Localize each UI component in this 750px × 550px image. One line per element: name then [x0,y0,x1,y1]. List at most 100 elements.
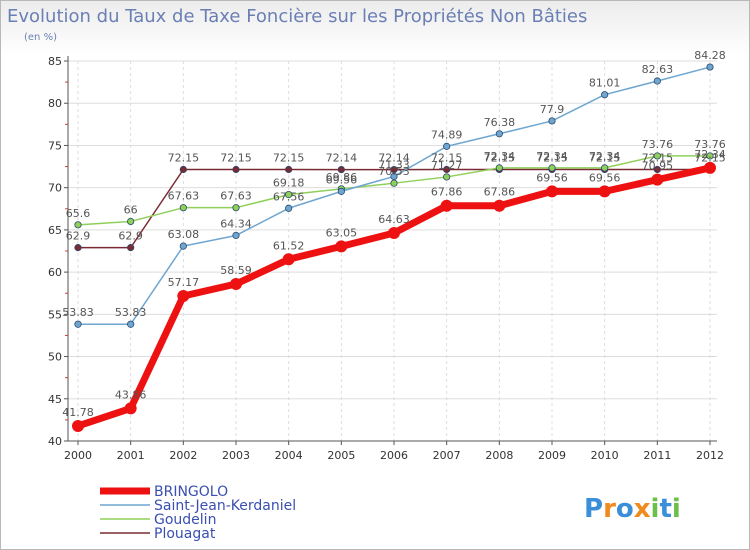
data-label: 53.83 [115,306,147,319]
x-tick-label: 2010 [591,449,619,462]
logo-letter: o [616,494,634,524]
legend-label-goudelin: Goudelin [154,512,216,528]
data-label: 77.9 [540,103,565,116]
data-label: 61.52 [273,239,305,252]
data-point-goudelin [232,204,240,212]
data-point-bringolo [177,290,190,303]
data-label: 73.76 [642,138,674,151]
data-point-plouagat [337,165,345,174]
data-point-goudelin [653,152,661,160]
data-label: 65.6 [66,207,91,220]
data-point-plouagat [653,165,661,174]
proxiti-logo: Proxiti [584,494,681,524]
data-label: 67.63 [220,190,252,203]
data-point-saint-jean-kerdaniel [390,172,398,181]
x-tick-label: 2008 [485,449,513,462]
x-tick-label: 2006 [380,449,408,462]
data-label: 62.9 [66,230,91,243]
data-point-plouagat [179,165,187,174]
data-point-saint-jean-kerdaniel [601,91,609,99]
x-tick-label: 2009 [538,449,566,462]
legend-label-bringolo: BRINGOLO [154,484,228,500]
chart-subtitle: (en %) [24,32,57,43]
data-label: 58.59 [220,264,252,277]
y-tick-label: 85 [48,55,62,68]
data-label: 71.33 [378,158,410,171]
legend-label-saint-jean-kerdaniel: Saint-Jean-Kerdaniel [154,498,296,514]
data-label: 72.14 [326,152,358,165]
logo-letter: t [659,494,671,524]
x-tick-label: 2000 [64,449,92,462]
data-point-goudelin [706,152,714,160]
data-label: 72.34 [536,150,568,163]
data-point-plouagat [127,244,135,252]
data-point-bringolo [704,161,716,174]
data-label: 53.83 [62,306,94,319]
data-label: 64.63 [378,213,410,226]
data-label: 74.89 [431,128,463,141]
data-point-saint-jean-kerdaniel [285,204,293,212]
data-label: 76.38 [484,116,516,129]
data-label: 64.34 [220,217,252,230]
grid [68,60,717,442]
data-point-plouagat [74,244,82,252]
data-label: 72.15 [168,152,200,165]
data-label: 62.9 [118,230,143,243]
data-point-goudelin [495,164,503,172]
data-label: 73.76 [694,138,726,151]
data-label: 69.56 [536,171,568,184]
axes: 40 45 50 55 60 65 70 75 80 85 2000 2001 2002 2003 2004… [48,55,724,462]
data-labels: 62.9 62.972.15 72.15 72.15 72.14 72.14 72.15 72… [62,49,726,419]
logo-letter: x [634,494,651,524]
data-point-goudelin [285,190,293,199]
data-point-bringolo [124,402,137,415]
data-point-bringolo [493,199,506,212]
data-label: 67.86 [484,186,516,199]
data-point-saint-jean-kerdaniel [495,130,503,138]
data-point-plouagat [443,165,451,174]
data-point-plouagat [232,165,240,174]
data-label: 41.78 [62,406,94,419]
x-tick-label: 2012 [696,449,724,462]
data-point-saint-jean-kerdaniel [443,142,451,150]
x-tick-label: 2011 [643,449,671,462]
data-label: 72.15 [220,152,252,165]
chart-title: Evolution du Taux de Taxe Foncière sur l… [7,6,587,27]
data-point-saint-jean-kerdaniel [179,242,187,250]
data-label: 67.56 [273,190,305,203]
data-point-bringolo [230,278,242,291]
logo-letter: r [603,494,616,524]
data-point-saint-jean-kerdaniel [74,320,82,328]
x-tick-label: 2005 [327,449,355,462]
data-point-bringolo [651,173,664,186]
x-tick-label: 2004 [275,449,303,462]
data-point-goudelin [443,173,451,181]
data-label: 72.15 [694,152,726,165]
data-point-goudelin [548,164,556,172]
data-point-goudelin [179,204,187,212]
data-label: 57.17 [168,276,200,289]
data-label: 72.14 [378,152,410,165]
data-label: 72.15 [273,152,305,165]
data-point-goudelin [127,217,135,226]
y-tick-label: 45 [48,393,62,406]
data-label: 72.15 [536,152,568,165]
y-tick-label: 75 [48,139,62,152]
data-point-saint-jean-kerdaniel [653,77,661,85]
y-tick-label: 55 [48,308,62,321]
y-tick-label: 50 [48,351,62,364]
data-label: 43.86 [115,388,147,401]
data-label: 72.15 [431,152,463,165]
data-point-goudelin [390,179,398,187]
data-point-saint-jean-kerdaniel [127,320,135,328]
y-tick-label: 60 [48,266,62,279]
data-label: 67.86 [431,186,463,199]
legend-label-plouagat: Plouagat [154,526,216,542]
data-point-bringolo [546,185,558,198]
data-label: 81.01 [589,77,621,90]
logo-letter: i [651,494,660,524]
x-tick-label: 2001 [117,449,145,462]
data-point-saint-jean-kerdaniel [706,63,714,71]
data-point-bringolo [440,199,453,212]
